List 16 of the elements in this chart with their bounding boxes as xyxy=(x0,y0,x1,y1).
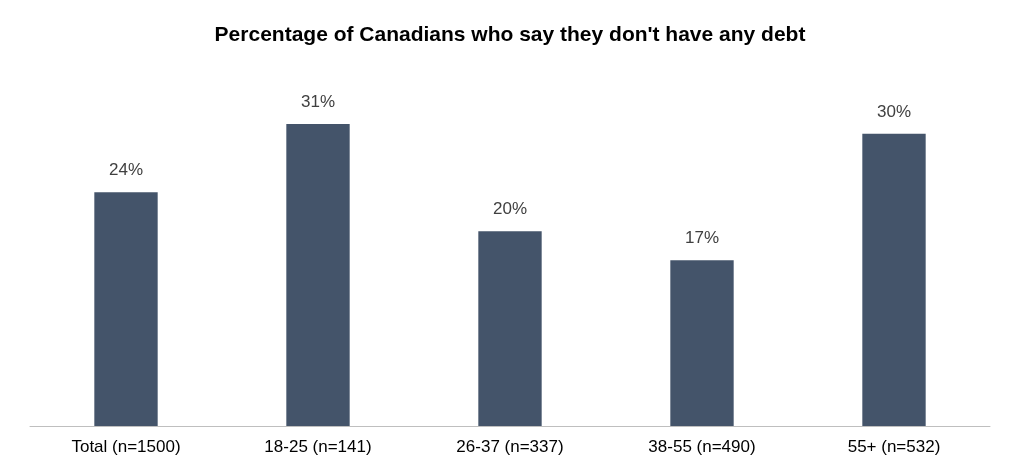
data-label: 30% xyxy=(876,101,912,121)
data-label: 31% xyxy=(300,91,336,111)
x-tick-label: 38-55 (n=490) xyxy=(648,437,756,456)
data-label: 17% xyxy=(684,228,720,248)
bar xyxy=(478,231,542,426)
chart-title: Percentage of Canadians who say they don't have any debt xyxy=(214,22,806,45)
x-tick-label: 26-37 (n=337) xyxy=(456,437,564,456)
x-tick-label: 55+ (n=532) xyxy=(847,437,941,456)
bar xyxy=(286,123,350,426)
bar xyxy=(94,192,158,426)
data-label: 20% xyxy=(492,199,528,219)
data-label: 24% xyxy=(108,160,144,180)
bar xyxy=(862,133,926,426)
x-tick-label: Total (n=1500) xyxy=(71,437,181,456)
bar xyxy=(670,260,734,426)
x-tick-label: 18-25 (n=141) xyxy=(264,437,372,456)
